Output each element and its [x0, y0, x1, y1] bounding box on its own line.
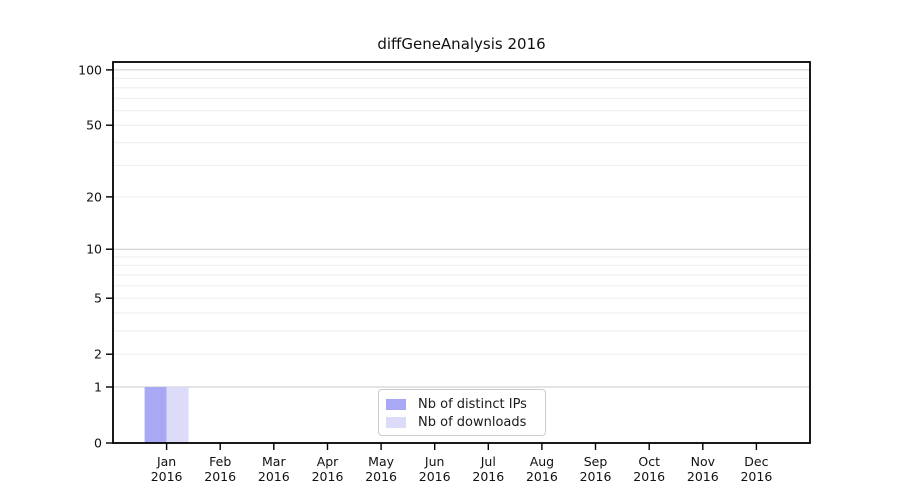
- legend-label-distinct-ips: Nb of distinct IPs: [418, 396, 527, 412]
- x-tick-label-year: 2016: [419, 469, 451, 484]
- chart-title: diffGeneAnalysis 2016: [377, 35, 546, 53]
- x-tick-label-month: Mar: [262, 454, 286, 469]
- y-tick-label: 0: [94, 436, 102, 451]
- y-tick-label: 10: [86, 242, 102, 257]
- x-tick-label-month: Jan: [156, 454, 176, 469]
- x-tick-label-month: Apr: [317, 454, 339, 469]
- x-tick-label-year: 2016: [365, 469, 397, 484]
- x-tick-label-year: 2016: [151, 469, 183, 484]
- x-tick-label-year: 2016: [312, 469, 344, 484]
- x-tick-label-year: 2016: [472, 469, 504, 484]
- legend-item-downloads: Nb of downloads: [386, 413, 537, 431]
- y-tick-label: 5: [94, 291, 102, 306]
- y-tick-label: 50: [86, 118, 102, 133]
- x-tick-label-month: Aug: [530, 454, 554, 469]
- y-tick-label: 20: [86, 189, 102, 204]
- x-tick-label-year: 2016: [580, 469, 612, 484]
- y-tick-label: 2: [94, 347, 102, 362]
- x-tick-label-month: Jun: [424, 454, 445, 469]
- x-tick-label-month: Sep: [584, 454, 608, 469]
- x-tick-label-month: Jul: [480, 454, 496, 469]
- x-tick-label-month: Nov: [691, 454, 716, 469]
- plot-frame: [112, 61, 811, 444]
- x-tick-label-year: 2016: [687, 469, 719, 484]
- y-tick-label: 1: [94, 380, 102, 395]
- x-tick-label-month: Dec: [744, 454, 768, 469]
- x-tick-label-year: 2016: [740, 469, 772, 484]
- legend-label-downloads: Nb of downloads: [418, 414, 527, 430]
- legend-swatch-distinct-ips: [386, 398, 406, 410]
- bar-distinct-ips: [144, 387, 167, 443]
- y-tick-label: 100: [78, 62, 102, 77]
- x-tick-label-year: 2016: [258, 469, 290, 484]
- x-tick-label-month: May: [368, 454, 394, 469]
- legend-swatch-downloads: [386, 416, 406, 428]
- legend-item-distinct-ips: Nb of distinct IPs: [386, 395, 537, 413]
- x-tick-label-year: 2016: [633, 469, 665, 484]
- x-tick-label-year: 2016: [204, 469, 236, 484]
- x-tick-label-year: 2016: [526, 469, 558, 484]
- bar-downloads: [166, 387, 189, 443]
- x-tick-label-month: Oct: [638, 454, 660, 469]
- legend: Nb of distinct IPs Nb of downloads: [378, 389, 546, 436]
- x-tick-label-month: Feb: [209, 454, 231, 469]
